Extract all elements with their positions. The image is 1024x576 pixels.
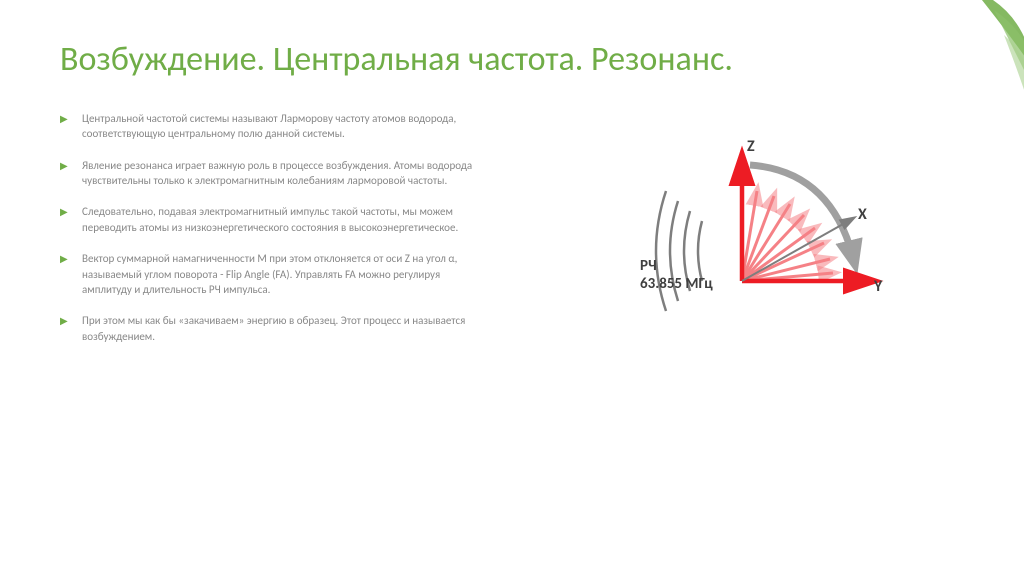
rf-waves: [656, 191, 702, 311]
bullet-item: Центральной частотой системы называют Ла…: [60, 111, 480, 142]
rf-label-line1: РЧ: [640, 257, 713, 275]
slide-container: Возбуждение. Центральная частота. Резона…: [0, 0, 1024, 576]
x-axis: [742, 219, 852, 281]
x-label: X: [858, 205, 867, 224]
bullet-item: Вектор суммарной намагниченности M при э…: [60, 251, 480, 297]
fan-vectors: [742, 191, 833, 281]
excitation-diagram: Z X Y РЧ 63.855 МГц: [552, 111, 912, 371]
bullet-item: Явление резонанса играет важную роль в п…: [60, 158, 480, 189]
slide-title: Возбуждение. Центральная частота. Резона…: [60, 40, 964, 81]
bullet-item: При этом мы как бы «закачиваем» энергию …: [60, 313, 480, 344]
diagram-column: Z X Y РЧ 63.855 МГц: [500, 111, 964, 371]
bullet-item: Следовательно, подавая электромагнитный …: [60, 204, 480, 235]
diagram-svg: Z X Y: [552, 111, 912, 371]
bullet-list: Центральной частотой системы называют Ла…: [60, 111, 480, 344]
rf-label-line2: 63.855 МГц: [640, 275, 713, 293]
text-column: Центральной частотой системы называют Ла…: [60, 111, 480, 371]
z-label: Z: [747, 137, 755, 156]
y-label: Y: [873, 277, 883, 296]
rf-label: РЧ 63.855 МГц: [640, 257, 713, 293]
content-row: Центральной частотой системы называют Ла…: [60, 111, 964, 371]
